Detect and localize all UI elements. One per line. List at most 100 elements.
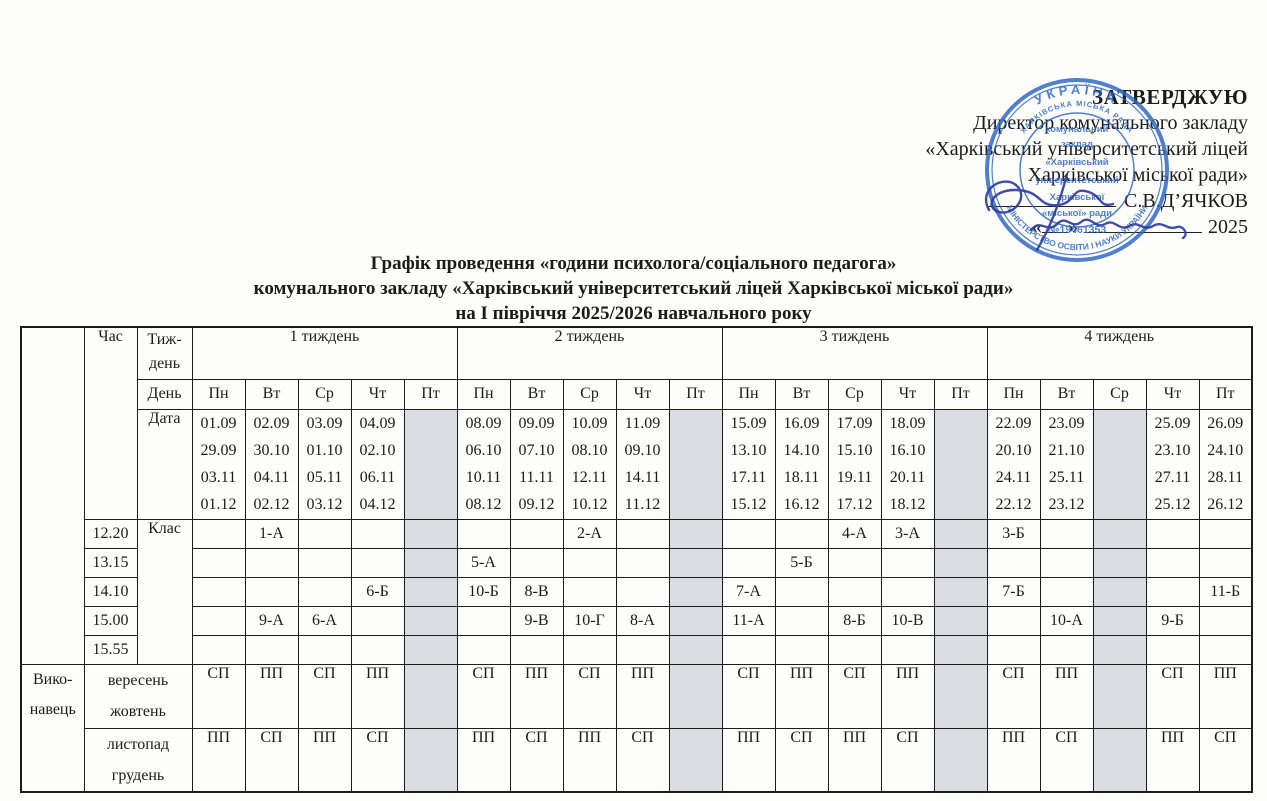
week-row-header: Тиж- день <box>136 326 193 380</box>
class-cell <box>456 605 511 636</box>
class-cell <box>1145 518 1200 549</box>
class-cell <box>350 634 405 665</box>
shaded-cell <box>1092 518 1147 549</box>
date-line: 09.10 <box>624 441 661 459</box>
date-line: 05.11 <box>306 468 343 486</box>
shaded-cell <box>933 518 988 549</box>
class-cell <box>456 518 511 549</box>
class-cell <box>986 634 1041 665</box>
shaded-cell <box>668 518 723 549</box>
date-line: 27.11 <box>1154 468 1191 486</box>
date-line: 01.09 <box>200 414 237 432</box>
shaded-cell <box>1092 663 1147 729</box>
date-line: 06.10 <box>465 441 502 459</box>
date-line: 04.09 <box>359 414 396 432</box>
class-cell: 6-А <box>297 605 352 636</box>
date-line: 20.10 <box>995 441 1032 459</box>
executor-cell: СП <box>562 663 617 729</box>
day-header-cell: Пт <box>403 378 458 410</box>
executor-cell: ПП <box>456 727 511 793</box>
class-cell: 6-Б <box>350 576 405 607</box>
executor-cell: СП <box>1145 663 1200 729</box>
date-line: 09.09 <box>518 414 555 432</box>
class-cell <box>509 547 564 578</box>
day-header-cell: Вт <box>774 378 829 410</box>
date-line: 17.12 <box>836 495 873 513</box>
shaded-cell <box>1092 727 1147 793</box>
time-cell: 15.55 <box>83 634 138 665</box>
month-name: грудень <box>111 766 165 784</box>
date-line: 17.11 <box>730 468 767 486</box>
shaded-cell <box>403 547 458 578</box>
executor-cell: СП <box>1198 727 1253 793</box>
date-line: 22.12 <box>995 495 1032 513</box>
date-line: 25.09 <box>1154 414 1191 432</box>
shaded-cell <box>403 634 458 665</box>
class-cell: 9-Б <box>1145 605 1200 636</box>
class-cell <box>880 547 935 578</box>
class-cell <box>244 576 299 607</box>
date-line: 03.11 <box>200 468 237 486</box>
executor-cell: СП <box>297 663 352 729</box>
class-cell <box>1198 605 1253 636</box>
shaded-cell <box>668 727 723 793</box>
executor-header-line: навець <box>29 700 76 718</box>
class-cell <box>986 605 1041 636</box>
week-row-header-line: день <box>148 355 181 372</box>
date-line: 26.09 <box>1207 414 1244 432</box>
executor-cell: ПП <box>562 727 617 793</box>
date-cell: 17.09 15.10 19.11 17.12 <box>827 408 882 520</box>
day-header-cell: Чт <box>350 378 405 410</box>
day-header-cell: Вт <box>509 378 564 410</box>
signature-line: С.В.Д’ЯЧКОВ <box>925 188 1248 214</box>
executor-cell: СП <box>880 727 935 793</box>
class-cell <box>1145 634 1200 665</box>
class-cell: 4-А <box>827 518 882 549</box>
day-header-cell: Вт <box>244 378 299 410</box>
executor-cell: ПП <box>827 727 882 793</box>
class-cell <box>562 576 617 607</box>
executor-cell: СП <box>1039 727 1094 793</box>
class-cell <box>721 634 776 665</box>
date-line: 12.11 <box>571 468 608 486</box>
date-line: 01.12 <box>200 495 237 513</box>
shaded-cell <box>1092 634 1147 665</box>
date-line: 04.11 <box>253 468 290 486</box>
month-name: вересень <box>107 671 169 689</box>
date-line: 28.11 <box>1207 468 1243 486</box>
date-cell: 10.09 08.10 12.11 10.12 <box>562 408 617 520</box>
day-blank <box>1042 214 1068 233</box>
seal-center-line: заклад <box>1061 139 1093 150</box>
date-line: 03.09 <box>306 414 343 432</box>
day-header-cell: Чт <box>880 378 935 410</box>
class-cell <box>1145 576 1200 607</box>
class-cell: 9-А <box>244 605 299 636</box>
shaded-cell <box>668 408 723 520</box>
class-cell <box>774 576 829 607</box>
executor-cell: ПП <box>986 727 1041 793</box>
date-cell: 23.09 21.10 25.11 23.12 <box>1039 408 1094 520</box>
months-cell-autumn: вересень жовтень <box>83 663 193 729</box>
months-cell-winter: листопад грудень <box>83 727 193 793</box>
table-row: 15.00 9-А 6-А 9-В 10-Г 8-А 11-А 8-Б 10-В 10-А 9-Б <box>21 605 1253 636</box>
class-cell <box>191 518 246 549</box>
class-cell <box>880 634 935 665</box>
title-line-2: комунального закладу «Харківський універ… <box>253 278 1014 299</box>
class-cell <box>297 547 352 578</box>
class-cell <box>880 576 935 607</box>
approval-line-city: Харківської міської ради» <box>1027 164 1248 186</box>
shaded-cell <box>668 547 723 578</box>
class-cell <box>827 576 882 607</box>
date-cell: 04.09 02.10 06.11 04.12 <box>350 408 405 520</box>
executor-row-header: Вико- навець <box>20 663 85 793</box>
date-cell: 02.09 30.10 04.11 02.12 <box>244 408 299 520</box>
day-header-cell: Пн <box>456 378 511 410</box>
date-line: 15.12 <box>730 495 767 513</box>
class-cell <box>774 634 829 665</box>
day-header-cell: Ср <box>297 378 352 410</box>
date-line: 23.10 <box>1154 441 1191 459</box>
class-cell: 7-Б <box>986 576 1041 607</box>
date-cell: 26.09 24.10 28.11 26.12 <box>1198 408 1253 520</box>
class-cell <box>1039 518 1094 549</box>
